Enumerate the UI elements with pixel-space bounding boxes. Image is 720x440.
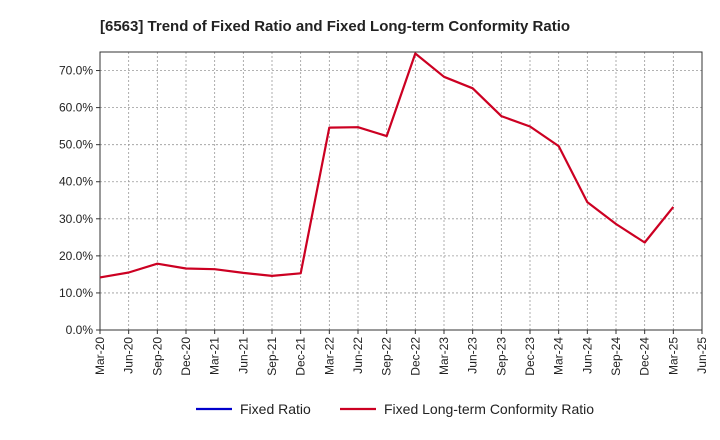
x-tick-label: Dec-22 (408, 337, 422, 376)
y-tick-label: 30.0% (59, 212, 93, 226)
x-tick-label: Jun-25 (695, 337, 709, 374)
grid (100, 52, 702, 330)
series-group (99, 52, 675, 279)
x-tick-label: Mar-25 (666, 337, 680, 375)
x-tick-label: Jun-20 (122, 337, 136, 374)
x-axis: Mar-20 Jun-20 Sep-20 Dec-20 Mar-21 Jun-21 Sep-… (93, 330, 709, 376)
x-tick-label: Jun-22 (351, 337, 365, 374)
x-tick-label: Dec-21 (294, 337, 308, 376)
x-tick-label: Mar-21 (208, 337, 222, 375)
x-tick-label: Mar-24 (552, 337, 566, 375)
legend-label-1: Fixed Ratio (240, 401, 311, 417)
chart-title: [6563] Trend of Fixed Ratio and Fixed Lo… (100, 18, 570, 35)
x-tick-label: Dec-23 (523, 337, 537, 376)
y-tick-label: 0.0% (66, 323, 94, 337)
plot-area (99, 51, 703, 331)
legend-label-2: Fixed Long-term Conformity Ratio (384, 401, 594, 417)
y-tick-label: 70.0% (59, 64, 93, 78)
x-tick-label: Jun-23 (466, 337, 480, 374)
y-axis: 0.0% 10.0% 20.0% 30.0% 40.0% 50.0% 60.0% 70.0% (59, 64, 100, 337)
x-tick-label: Mar-23 (437, 337, 451, 375)
x-tick-label: Jun-21 (236, 337, 250, 374)
x-tick-label: Sep-23 (494, 337, 508, 376)
y-tick-label: 20.0% (59, 249, 93, 263)
y-tick-label: 50.0% (59, 138, 93, 152)
legend: Fixed Ratio Fixed Long-term Conformity Ra… (196, 401, 594, 417)
x-tick-label: Sep-20 (150, 337, 164, 376)
y-tick-label: 60.0% (59, 101, 93, 115)
x-tick-label: Sep-22 (380, 337, 394, 376)
series-line-2 (99, 52, 675, 279)
y-tick-label: 10.0% (59, 286, 93, 300)
x-tick-label: Mar-20 (93, 337, 107, 375)
x-tick-label: Sep-21 (265, 337, 279, 376)
x-tick-label: Dec-24 (638, 337, 652, 376)
x-tick-label: Dec-20 (179, 337, 193, 376)
x-tick-label: Jun-24 (580, 337, 594, 374)
x-tick-label: Sep-24 (609, 337, 623, 376)
y-tick-label: 40.0% (59, 175, 93, 189)
x-tick-label: Mar-22 (322, 337, 336, 375)
